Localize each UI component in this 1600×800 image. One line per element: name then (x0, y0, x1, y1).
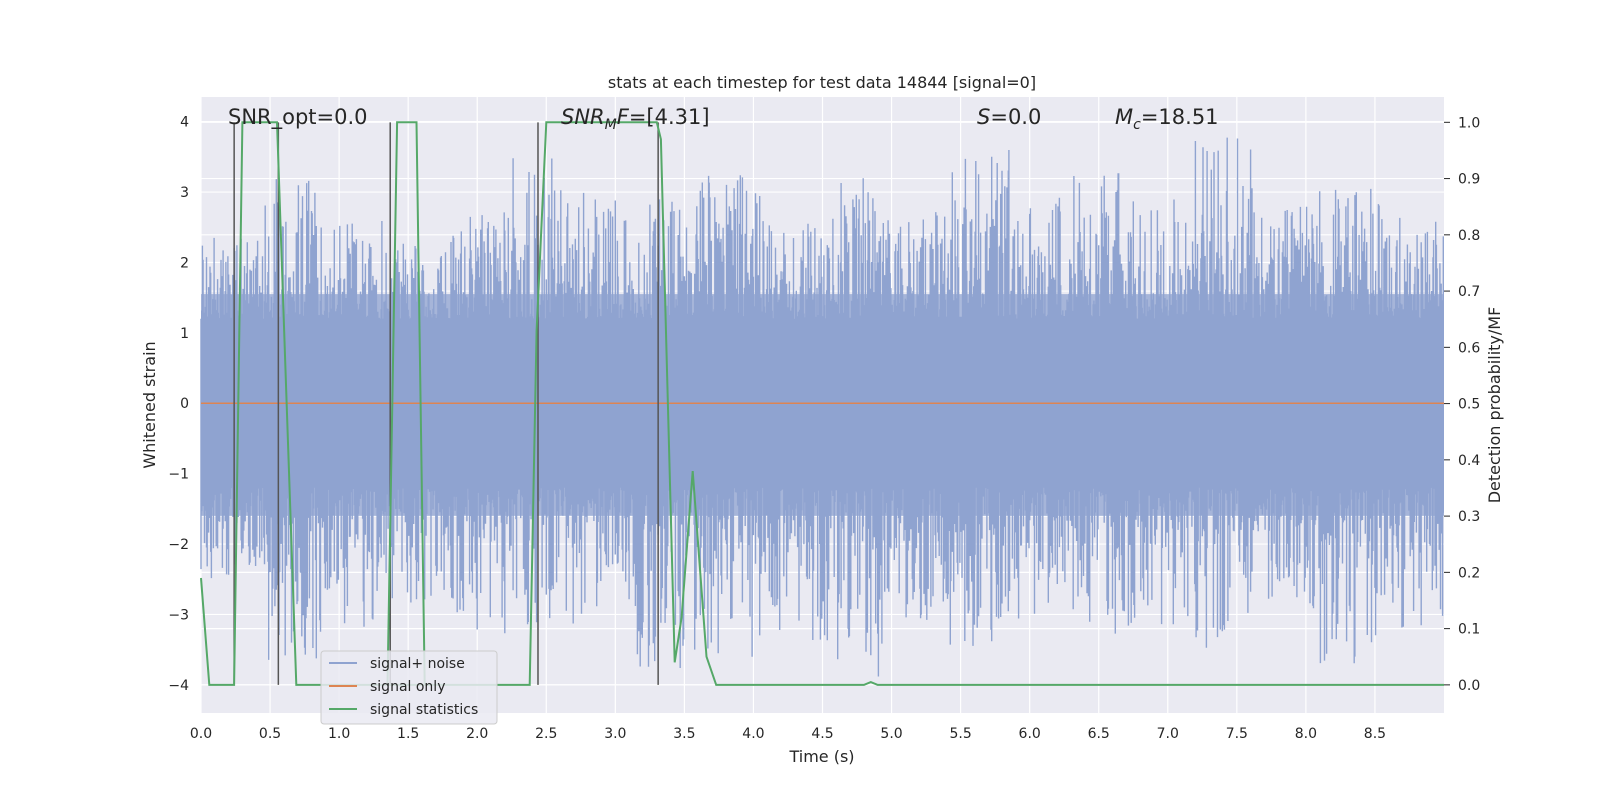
y2-tick-label: 0.0 (1458, 678, 1480, 694)
y-tick-label: −2 (168, 537, 189, 553)
x-tick-label: 8.5 (1364, 726, 1386, 742)
snr-mf-value: =[4.31] (629, 105, 710, 129)
legend: signal+ noise signal only signal statist… (320, 650, 498, 725)
y-tick-labels: 4 3 2 1 0 −1 −2 −3 −4 (168, 115, 189, 694)
x-tick-labels: 0.0 0.5 1.0 1.5 2.0 2.5 3.0 3.5 4.0 4.5 5.0 5.5 6.0 6… (190, 726, 1386, 742)
x-tick-label: 5.0 (880, 726, 902, 742)
legend-label-signal-only: signal only (370, 679, 445, 695)
x-tick-label: 5.5 (949, 726, 971, 742)
annotation-s: S=0.0 (977, 105, 1041, 129)
mc-main: M (1115, 105, 1133, 129)
y-axis-label: Whitened strain (140, 341, 159, 468)
x-tick-label: 4.5 (811, 726, 833, 742)
snr-mf-main: SNR (561, 105, 605, 129)
x-tick-label: 6.5 (1088, 726, 1110, 742)
y-tick-label: 3 (180, 185, 189, 201)
x-tick-label: 6.0 (1019, 726, 1041, 742)
x-tick-label: 7.0 (1157, 726, 1179, 742)
x-tick-label: 0.5 (259, 726, 281, 742)
chart-title: stats at each timestep for test data 148… (608, 73, 1036, 92)
snr-mf-sub: M (605, 117, 617, 133)
x-tick-label: 7.5 (1226, 726, 1248, 742)
y2-tick-label: 0.5 (1458, 397, 1480, 413)
y-tick-label: −3 (168, 607, 189, 623)
legend-label-signal-statistics: signal statistics (370, 702, 478, 718)
signal-statistics-pulse-line (386, 121, 426, 685)
y-tick-label: 4 (180, 115, 189, 131)
y-tick-label: 1 (180, 326, 189, 342)
y2-tick-label: 0.2 (1458, 565, 1480, 581)
s-main: S (977, 105, 990, 129)
y2-tick-label: 0.3 (1458, 509, 1480, 525)
x-tick-label: 3.5 (673, 726, 695, 742)
y2-tick-label: 0.1 (1458, 622, 1480, 638)
y2-tick-label: 0.8 (1458, 228, 1480, 244)
legend-box (320, 650, 498, 725)
x-tick-label: 1.0 (328, 726, 350, 742)
annotation-mc: Mc=18.51 (1115, 105, 1219, 133)
annotation-snr-opt: SNR_opt=0.0 (228, 105, 368, 130)
y2-tick-label: 1.0 (1458, 115, 1480, 131)
y2-tick-label: 0.9 (1458, 172, 1480, 188)
y-tick-label: 0 (180, 396, 189, 412)
y2-tick-label: 0.6 (1458, 340, 1480, 356)
x-axis-label: Time (s) (788, 747, 854, 766)
x-tick-label: 1.5 (397, 726, 419, 742)
mc-value: =18.51 (1141, 105, 1219, 129)
y2-axis-label: Detection probability/MF (1485, 307, 1504, 504)
x-tick-label: 2.0 (466, 726, 488, 742)
x-tick-label: 2.5 (535, 726, 557, 742)
mc-sub: c (1133, 117, 1141, 133)
signal-statistics-line (200, 121, 1444, 686)
snr-mf-f: F (617, 105, 630, 129)
x-tick-label: 3.0 (604, 726, 626, 742)
s-value: =0.0 (990, 105, 1041, 129)
x-tick-label: 8.0 (1295, 726, 1317, 742)
vertical-markers (233, 122, 659, 685)
x-tick-label: 4.0 (742, 726, 764, 742)
y2-tick-label: 0.7 (1458, 284, 1480, 300)
y2-tick-labels: 1.0 0.9 0.8 0.7 0.6 0.5 0.4 0.3 0.2 0.1 0.0 (1444, 115, 1480, 694)
y-tick-label: 2 (180, 255, 189, 271)
x-tick-label: 0.0 (190, 726, 212, 742)
noise-series (200, 137, 1444, 677)
y-tick-label: −4 (168, 678, 189, 694)
y-tick-label: −1 (168, 467, 189, 483)
annotation-snr-mf: SNRMF=[4.31] (561, 105, 710, 133)
legend-label-signal-noise: signal+ noise (370, 656, 465, 672)
y2-tick-label: 0.4 (1458, 453, 1480, 469)
